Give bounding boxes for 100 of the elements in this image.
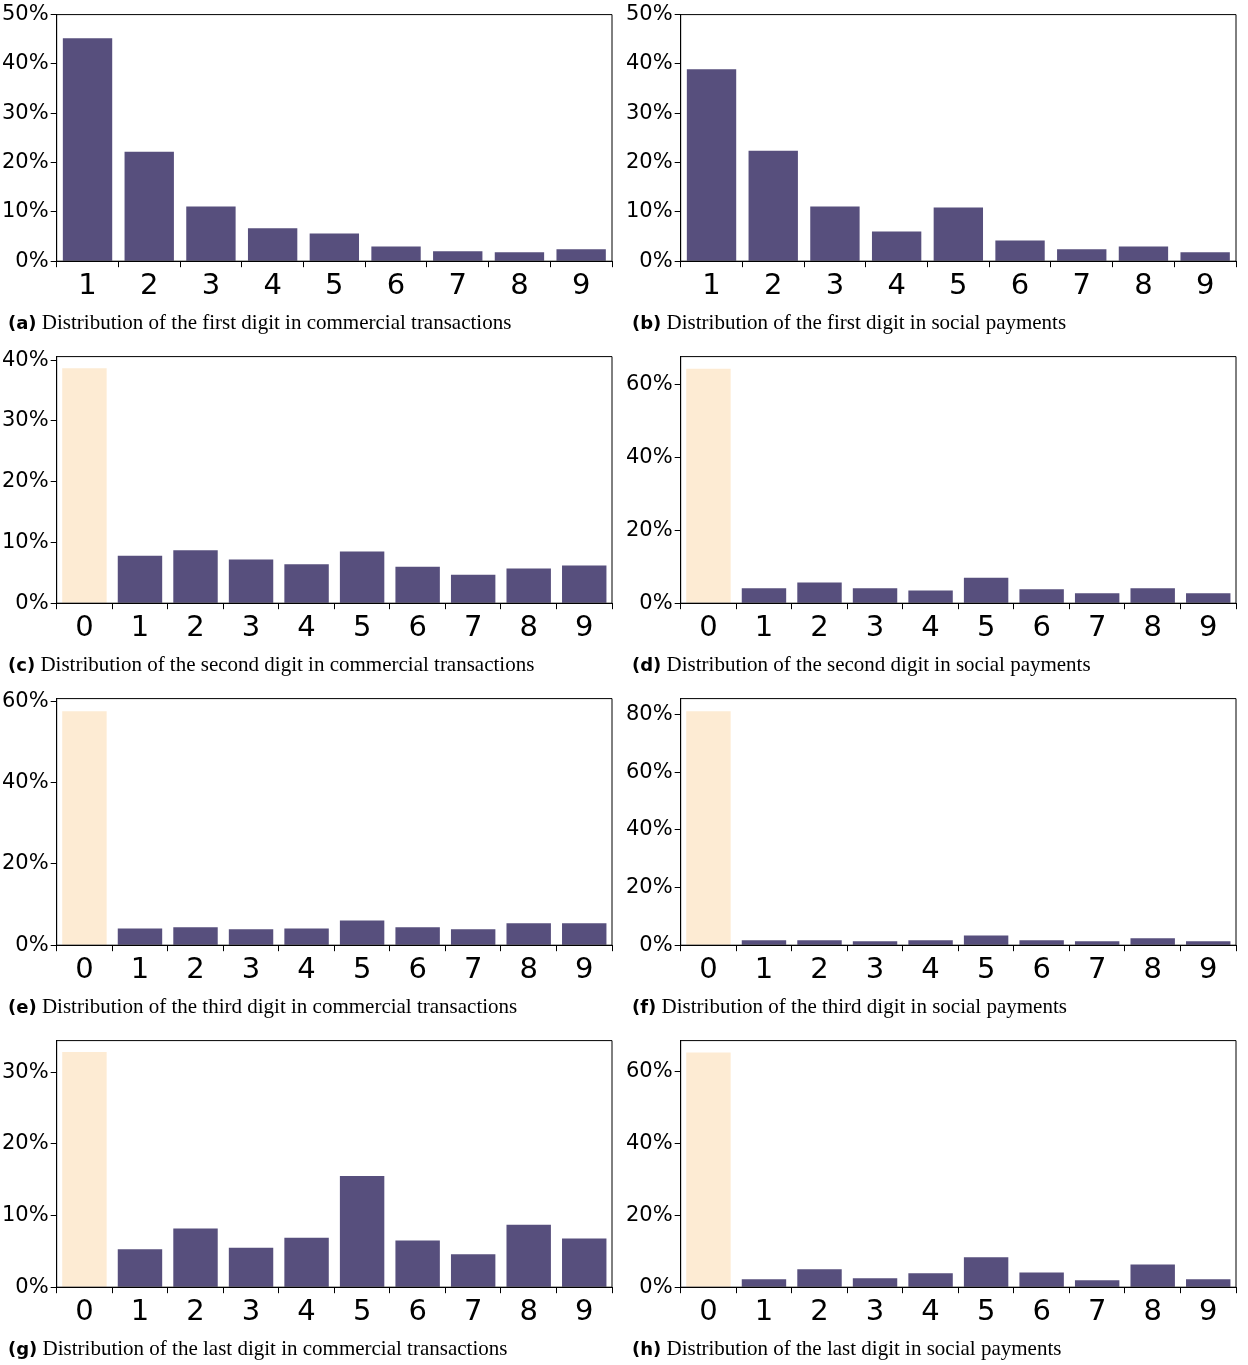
bar <box>908 590 953 603</box>
x-tick-label: 9 <box>575 951 594 986</box>
bar <box>963 577 1009 603</box>
bar <box>284 564 329 603</box>
bar <box>395 1240 440 1287</box>
bar <box>852 588 898 603</box>
x-tick-label: 0 <box>699 951 718 986</box>
bar <box>1130 1264 1175 1287</box>
bar <box>933 207 984 261</box>
y-tick-label: 10% <box>625 198 673 223</box>
x-tick-label: 6 <box>386 267 406 302</box>
bar <box>228 1247 274 1287</box>
bar <box>1019 589 1064 603</box>
x-tick-label: 6 <box>408 1293 427 1328</box>
text: (a) Distribution of the first digit in commercial transactions <box>8 310 512 335</box>
y-tick-label: 50% <box>625 1 673 26</box>
y-tick-label: 40% <box>1 346 49 371</box>
x-tick-label: 9 <box>1199 951 1218 986</box>
y-tick-label: 60% <box>625 1057 673 1082</box>
x-tick-label: 8 <box>519 1293 538 1328</box>
bar <box>741 588 787 603</box>
bar <box>339 1176 385 1287</box>
x-tick-label: 8 <box>1143 1293 1162 1328</box>
x-tick-label: 0 <box>75 951 94 986</box>
y-tick-label: 10% <box>1 1201 49 1226</box>
bar <box>741 940 787 945</box>
bar <box>908 1273 953 1287</box>
bar <box>173 550 218 603</box>
y-tick-label: 20% <box>1 149 49 174</box>
bar <box>908 940 953 945</box>
bar <box>117 555 163 603</box>
x-tick-label: 7 <box>1087 609 1107 644</box>
bar <box>173 927 218 945</box>
bar <box>556 249 606 261</box>
x-tick-label: 4 <box>297 951 316 986</box>
x-tick-label: 7 <box>1087 1293 1107 1328</box>
x-tick-label: 4 <box>887 267 906 302</box>
y-tick-label: 30% <box>1 99 49 124</box>
x-tick-label: 5 <box>976 1293 996 1328</box>
y-tick-label: 10% <box>1 528 49 553</box>
bar <box>433 251 483 261</box>
y-tick-label: 20% <box>1 850 49 875</box>
bar <box>797 1269 842 1287</box>
x-tick-label: 1 <box>78 267 97 302</box>
text: (g) Distribution of the last digit in commercial transactions <box>8 1336 508 1361</box>
y-tick-label: 0% <box>15 931 49 956</box>
x-tick-label: 4 <box>297 609 316 644</box>
x-tick-label: 7 <box>463 951 483 986</box>
y-tick-label: 20% <box>625 516 673 541</box>
bar <box>117 1249 163 1287</box>
bar <box>450 574 496 603</box>
bar <box>741 1279 787 1287</box>
bar <box>506 923 551 945</box>
x-tick-label: 1 <box>702 267 721 302</box>
bar <box>562 1238 607 1287</box>
y-tick-label: 40% <box>625 443 673 468</box>
bar <box>117 928 163 945</box>
x-tick-label: 7 <box>463 1293 483 1328</box>
x-tick-label: 2 <box>140 267 159 302</box>
x-tick-label: 7 <box>463 609 483 644</box>
bar <box>686 69 737 261</box>
x-tick-label: 2 <box>810 1293 829 1328</box>
bar <box>748 150 798 261</box>
y-tick-label: 60% <box>625 370 673 395</box>
x-tick-label: 3 <box>201 267 221 302</box>
x-tick-label: 2 <box>186 951 205 986</box>
x-tick-label: 0 <box>75 1293 94 1328</box>
text: (e) Distribution of the third digit in commercial transactions <box>8 994 518 1019</box>
y-tick-label: 20% <box>625 149 673 174</box>
x-tick-label: 8 <box>510 267 529 302</box>
bar <box>1186 1279 1231 1287</box>
bar <box>810 206 860 261</box>
bar <box>1019 940 1064 945</box>
y-tick-label: 50% <box>1 1 49 26</box>
bar <box>1130 588 1175 603</box>
bar <box>62 38 113 261</box>
y-tick-label: 10% <box>1 198 49 223</box>
x-tick-label: 1 <box>754 1293 774 1328</box>
bar <box>339 551 385 603</box>
y-tick-label: 0% <box>15 247 49 272</box>
x-tick-label: 5 <box>325 267 344 302</box>
bar <box>1074 941 1120 945</box>
x-tick-label: 7 <box>448 267 467 302</box>
x-tick-label: 3 <box>241 609 261 644</box>
x-tick-label: 1 <box>130 951 150 986</box>
x-tick-label: 9 <box>1199 1293 1218 1328</box>
text: (c) Distribution of the second digit in commercial transactions <box>8 652 535 677</box>
y-tick-label: 20% <box>1 1130 49 1155</box>
bar <box>506 1224 551 1287</box>
x-tick-label: 6 <box>408 609 427 644</box>
bar <box>1074 1280 1120 1287</box>
bar <box>62 711 107 945</box>
x-tick-label: 6 <box>408 951 427 986</box>
x-tick-label: 9 <box>575 609 594 644</box>
x-tick-label: 0 <box>699 609 718 644</box>
x-tick-label: 7 <box>1072 267 1091 302</box>
x-tick-label: 5 <box>352 609 372 644</box>
x-tick-label: 3 <box>825 267 845 302</box>
x-tick-label: 1 <box>754 951 774 986</box>
bar <box>395 566 440 603</box>
